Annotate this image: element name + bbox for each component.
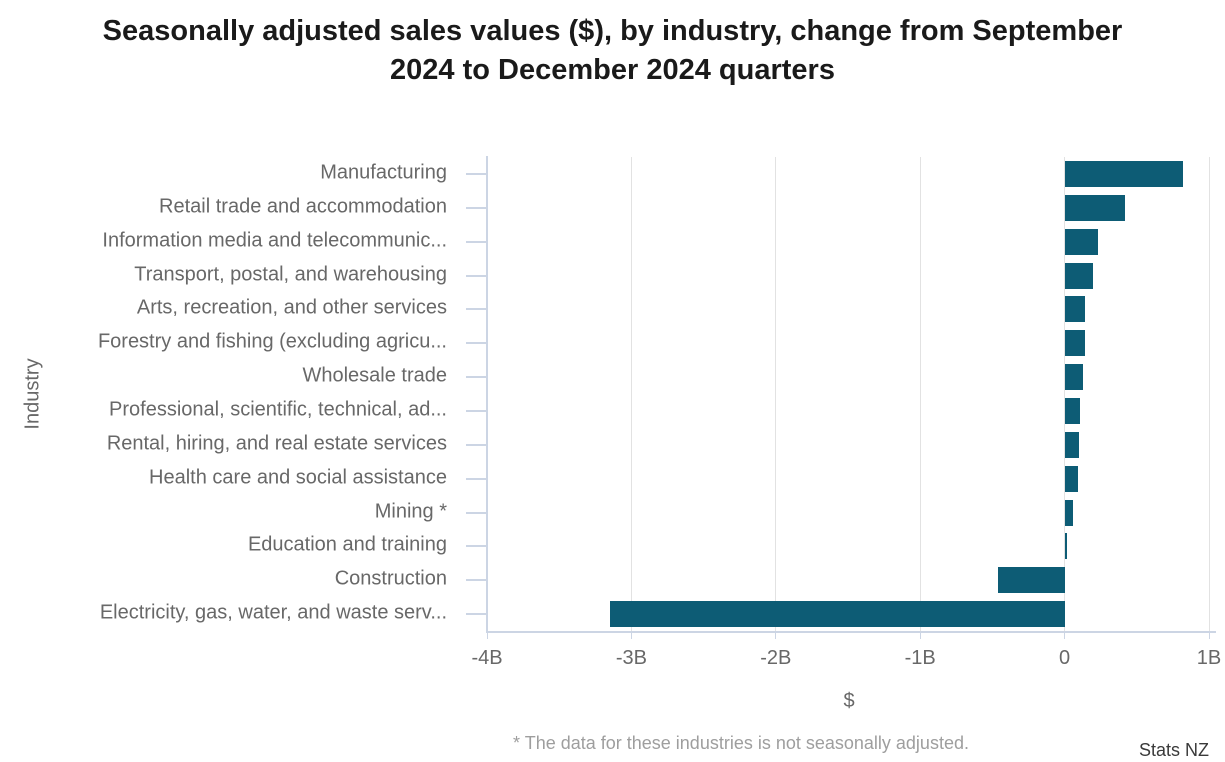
chart-title: Seasonally adjusted sales values ($), by…: [0, 12, 1225, 90]
y-axis-tick: [466, 240, 486, 243]
bar-negative: [998, 567, 1065, 594]
x-axis-tick-label: -3B: [615, 647, 647, 669]
y-axis-tick: [466, 206, 486, 209]
bar-positive: [1064, 364, 1084, 391]
y-axis-tick: [466, 376, 486, 379]
y-axis-tick: [466, 579, 486, 582]
y-category-label: Electricity, gas, water, and waste serv.…: [99, 601, 447, 624]
bar-positive: [1064, 465, 1078, 492]
bar-positive: [1064, 296, 1085, 323]
bar-positive: [1064, 194, 1126, 221]
x-axis-tick: [486, 633, 488, 639]
x-axis-tick-labels: -4B -3B -2B -1B 0 1B: [471, 647, 1221, 671]
bar-positive: [1064, 330, 1085, 357]
bar-positive: [1064, 533, 1068, 560]
chart-title-line-2: 2024 to December 2024 quarters: [390, 54, 835, 86]
x-axis-tick: [1064, 633, 1066, 639]
x-axis-tick: [919, 633, 921, 639]
bar-negative: [609, 601, 1065, 628]
y-axis-tick: [466, 511, 486, 514]
bar-positive: [1064, 397, 1081, 424]
y-axis-tick: [466, 274, 486, 277]
y-axis-line: [485, 156, 488, 633]
x-gridline: [775, 157, 777, 631]
y-category-label: Construction: [334, 567, 447, 590]
y-category-label: Manufacturing: [320, 161, 447, 184]
y-axis-tick: [466, 443, 486, 446]
x-axis-tick-label: -1B: [904, 647, 936, 669]
x-axis-tick-label: 0: [1059, 647, 1071, 669]
y-axis-title: Industry: [21, 358, 44, 430]
bar-positive: [1064, 499, 1074, 526]
x-axis-tick-label: -4B: [471, 647, 503, 669]
y-axis-tick: [466, 172, 486, 175]
y-category-label: Forestry and fishing (excluding agricu..…: [97, 330, 447, 353]
plot-area: [466, 157, 1210, 639]
y-category-label: Mining *: [374, 500, 447, 522]
y-category-label: Transport, postal, and warehousing: [134, 263, 447, 285]
x-gridline: [630, 157, 632, 631]
x-axis-title: $: [843, 690, 855, 712]
y-axis-labels: Manufacturing Retail trade and accommodat…: [55, 157, 447, 631]
y-category-label: Arts, recreation, and other services: [136, 296, 447, 319]
y-axis-tick: [466, 308, 486, 311]
bar-positive: [1064, 228, 1098, 255]
y-category-label: Professional, scientific, technical, ad.…: [109, 398, 447, 421]
y-category-label: Retail trade and accommodation: [159, 195, 447, 218]
source-label: Stats NZ: [1138, 740, 1209, 760]
y-category-label: Health care and social assistance: [149, 466, 447, 489]
y-category-label: Rental, hiring, and real estate services: [106, 432, 447, 455]
x-gridline: [1064, 157, 1066, 631]
y-category-label: Education and training: [247, 533, 447, 556]
y-category-label: Information media and telecommunic...: [102, 229, 447, 252]
y-axis-tick: [466, 613, 486, 616]
x-gridline: [919, 157, 921, 631]
x-axis-tick: [1208, 633, 1210, 639]
y-axis-tick: [466, 477, 486, 480]
y-axis-tick: [466, 545, 486, 548]
y-axis-tick: [466, 409, 486, 412]
x-axis-line: [485, 631, 1216, 633]
x-axis-tick-label: -2B: [760, 647, 792, 669]
bar-positive: [1064, 160, 1183, 187]
bar-positive: [1064, 431, 1080, 458]
x-gridline: [1208, 157, 1210, 631]
x-axis-tick: [775, 633, 777, 639]
y-axis-tick: [466, 342, 486, 345]
footnote: * The data for these industries is not s…: [513, 733, 969, 753]
bar-positive: [1064, 262, 1094, 289]
y-category-label: Wholesale trade: [302, 364, 447, 387]
x-axis-tick-label: 1B: [1196, 647, 1222, 669]
chart-title-line-1: Seasonally adjusted sales values ($), by…: [102, 15, 1123, 47]
x-axis-tick: [630, 633, 632, 639]
